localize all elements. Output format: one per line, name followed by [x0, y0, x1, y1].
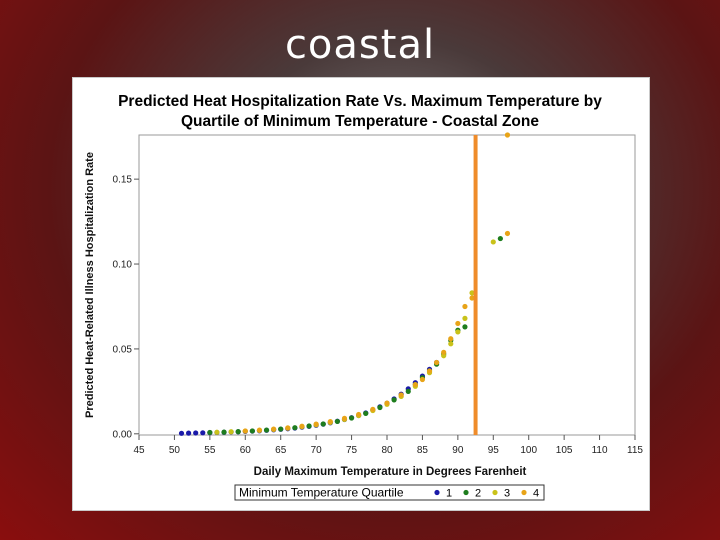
data-point-q4: [271, 426, 277, 432]
data-point-q2: [377, 404, 383, 411]
data-point-q2: [263, 427, 270, 433]
x-tick-label: 80: [381, 445, 393, 456]
x-tick-label: 105: [556, 445, 573, 456]
legend-label-q1: 1: [446, 488, 452, 500]
x-tick-label: 85: [417, 445, 429, 456]
x-tick-label: 55: [204, 445, 216, 456]
data-point-q4: [412, 381, 418, 388]
x-tick-label: 90: [452, 445, 464, 456]
x-tick-label: 65: [275, 445, 287, 456]
legend: Minimum Temperature Quartile 1 2 3 4: [234, 484, 545, 501]
data-point-q4: [419, 376, 426, 383]
data-point-q1: [178, 430, 185, 436]
data-point-q3: [214, 429, 220, 435]
data-point-q2: [249, 428, 255, 434]
y-tick-label: 0.05: [113, 344, 133, 355]
y-tick-label: 0.00: [113, 429, 133, 440]
data-point-q2: [405, 388, 411, 394]
data-point-q4: [256, 427, 263, 433]
x-tick-label: 95: [488, 445, 500, 456]
x-tick-label: 50: [169, 445, 181, 456]
data-point-q4: [441, 349, 447, 355]
legend-marker-q3: [492, 489, 498, 496]
data-point-q2: [207, 429, 213, 436]
x-tick-label: 110: [592, 445, 608, 456]
data-point-q3: [448, 341, 454, 347]
data-point-q4: [426, 368, 433, 374]
plot-area: [138, 134, 636, 436]
scatter-chart: Predicted Heat Hospitalization Rate Vs. …: [84, 93, 643, 501]
data-point-q2: [334, 418, 340, 425]
data-point-q4: [455, 320, 461, 327]
legend-label-q3: 3: [504, 488, 510, 500]
data-point-q4: [341, 415, 348, 421]
legend-title: Minimum Temperature Quartile: [239, 486, 404, 500]
data-point-q2: [363, 410, 369, 417]
x-tick-label: 60: [240, 445, 252, 456]
data-point-q4: [504, 230, 511, 237]
data-point-q1: [193, 430, 199, 436]
legend-marker-q4: [521, 489, 527, 496]
data-point-q2: [235, 429, 241, 435]
data-point-q2: [278, 426, 284, 432]
data-point-q4: [434, 359, 440, 366]
legend-label-q2: 2: [475, 488, 481, 500]
data-point-q2: [391, 397, 397, 403]
data-point-q2: [292, 425, 298, 431]
data-point-q4: [370, 406, 376, 412]
data-point-q4: [504, 132, 511, 138]
data-point-q2: [348, 415, 355, 421]
data-point-q2: [320, 421, 326, 427]
data-point-q1: [200, 430, 206, 436]
y-tick-label: 0.10: [113, 260, 133, 271]
x-tick-label: 115: [627, 445, 643, 456]
legend-box: [234, 484, 545, 501]
slide-title: coastal: [284, 22, 436, 68]
data-point-q3: [469, 290, 475, 296]
legend-marker-q2: [463, 489, 469, 496]
chart-panel: Predicted Heat Hospitalization Rate Vs. …: [72, 77, 650, 511]
data-point-q2: [221, 429, 227, 435]
data-point-q4: [462, 303, 468, 310]
data-point-q4: [398, 392, 404, 398]
data-point-q4: [469, 295, 475, 301]
data-point-q4: [313, 421, 319, 427]
data-point-q4: [448, 336, 454, 342]
data-point-q3: [490, 239, 496, 245]
data-point-q3: [462, 315, 468, 321]
chart-title-line-2: Quartile of Minimum Temperature - Coasta…: [181, 113, 539, 130]
data-point-q4: [285, 425, 291, 431]
data-point-q3: [455, 329, 461, 335]
legend-label-q4: 4: [533, 488, 539, 500]
data-point-q4: [242, 428, 248, 434]
y-axis-label: Predicted Heat-Related Illness Hospitali…: [84, 152, 96, 418]
x-tick-label: 70: [311, 445, 323, 456]
y-tick-label: 0.15: [113, 175, 133, 186]
data-point-q1: [186, 430, 192, 436]
data-point-q2: [306, 423, 312, 429]
x-tick-label: 45: [133, 445, 145, 456]
data-point-q2: [497, 235, 503, 242]
chart-title-line-1: Predicted Heat Hospitalization Rate Vs. …: [118, 93, 602, 110]
x-tick-label: 75: [346, 445, 358, 456]
data-point-q4: [356, 411, 362, 418]
x-tick-label: 100: [520, 445, 537, 456]
x-axis-label: Daily Maximum Temperature in Degrees Far…: [254, 466, 527, 478]
data-point-q4: [327, 418, 333, 425]
data-point-q4: [384, 400, 390, 406]
data-point-q2: [462, 324, 468, 330]
data-point-q4: [299, 423, 305, 429]
data-point-q3: [228, 429, 234, 435]
legend-marker-q1: [434, 489, 440, 496]
